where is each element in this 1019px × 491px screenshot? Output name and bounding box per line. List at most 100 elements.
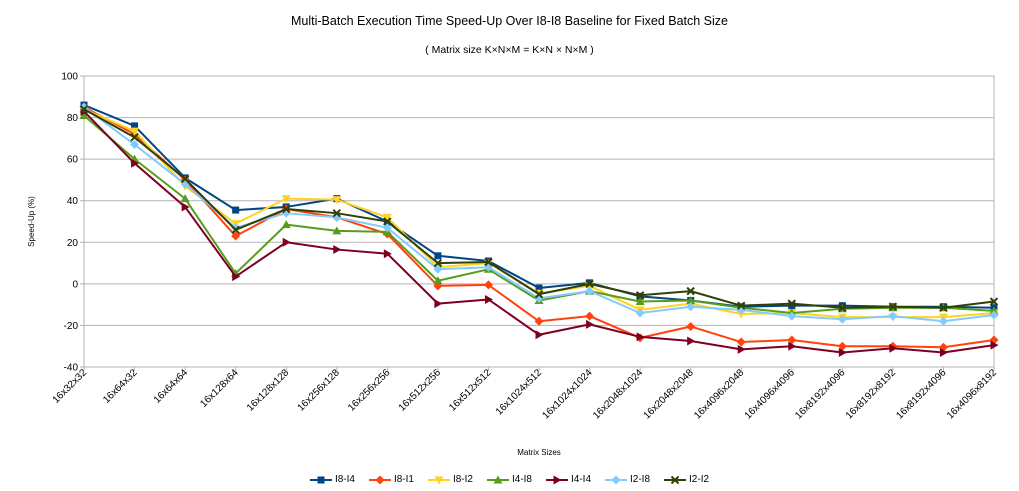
data-point-i8-i1: [534, 316, 544, 326]
data-point-i4-i4: [788, 341, 797, 351]
x-tick-label: 16x256x256: [346, 367, 393, 414]
data-point-i2-i2: [332, 208, 341, 218]
x-tick-label: 16x2048x2048: [642, 367, 696, 421]
data-point-i4-i4: [484, 294, 493, 304]
legend-item-i8-i4: I8-I4: [309, 474, 355, 485]
data-point-i2-i2: [888, 302, 898, 311]
data-point-i4-i4: [889, 343, 898, 353]
data-point-i2-i2: [737, 301, 746, 310]
data-point-i4-i8: [635, 297, 645, 306]
series-i4-i4: [80, 106, 999, 357]
legend-item-i8-i2: I8-I2: [427, 474, 473, 485]
data-point-i2-i2: [838, 303, 847, 312]
data-point-i4-i8: [686, 295, 696, 304]
data-point-i4-i8: [989, 306, 999, 315]
x-tick-label: 16x128x64: [198, 367, 241, 410]
x-tick-label: 16x4096x8192: [945, 367, 999, 421]
y-tick-label: 100: [61, 72, 78, 83]
series-i8-i1: [79, 102, 999, 352]
x-tick-label: 16x512x512: [447, 367, 494, 414]
data-point-i4-i4: [939, 347, 948, 357]
legend-label: I2-I2: [689, 474, 710, 485]
legend-item-i2-i2: I2-I2: [664, 474, 709, 485]
data-point-i4-i4: [383, 249, 392, 259]
x-tick-label: 16x8192x4096: [894, 367, 948, 421]
data-point-i4-i4: [232, 272, 241, 282]
x-tick-label: 16x1024x1024: [540, 367, 594, 421]
data-point-i8-i2: [281, 195, 291, 204]
series-i2-i2: [79, 105, 999, 312]
data-point-i8-i4: [232, 206, 240, 214]
data-point-i8-i1: [787, 335, 797, 345]
data-point-i8-i2: [382, 213, 392, 222]
data-point-i2-i2: [635, 291, 645, 300]
data-point-i2-i2: [534, 290, 544, 299]
y-tick-label: 0: [72, 279, 78, 290]
legend-swatch: [546, 475, 568, 484]
data-point-i8-i1: [686, 321, 696, 331]
data-point-i2-i8: [888, 311, 898, 321]
x-tick-label: 16x4096x2048: [692, 367, 746, 421]
x-tick-label: 16x2048x1024: [591, 367, 645, 421]
data-point-i4-i8: [332, 226, 342, 235]
series-line-i2-i2: [83, 108, 995, 309]
data-point-i8-i4: [535, 284, 543, 292]
data-point-i4-i4: [636, 332, 645, 342]
legend-swatch: [309, 476, 332, 483]
series-line-i8-i4: [83, 104, 995, 309]
legend-swatch: [427, 476, 450, 484]
data-point-i2-i2: [484, 257, 493, 267]
data-point-i2-i2: [989, 297, 999, 306]
data-point-i8-i1: [231, 231, 241, 241]
data-point-i8-i4: [788, 302, 796, 310]
chart-subtitle: ( Matrix size K×N×M = K×N × N×M ): [425, 44, 594, 56]
legend-item-i2-i8: I2-I8: [605, 474, 650, 485]
x-tick-label: 16x8192x4096: [793, 367, 847, 421]
data-point-i8-i1: [736, 337, 746, 347]
legend-swatch: [664, 475, 687, 484]
data-point-i2-i2: [686, 286, 695, 296]
legend-label: I8-I4: [334, 474, 355, 485]
legend-swatch: [486, 475, 509, 483]
data-point-i2-i8: [433, 264, 443, 274]
data-point-i4-i4: [838, 347, 847, 357]
y-tick-label: -20: [64, 321, 79, 332]
data-point-i4-i4: [737, 344, 746, 354]
data-point-i8-i4: [131, 122, 139, 130]
data-point-i2-i8: [231, 223, 241, 233]
data-point-i8-i1: [837, 341, 847, 351]
data-point-i2-i8: [382, 223, 392, 233]
legend-item-i4-i8: I4-I8: [486, 474, 532, 485]
data-point-i4-i8: [79, 110, 89, 119]
data-point-i2-i2: [180, 174, 190, 184]
data-point-i2-i2: [130, 133, 139, 142]
data-point-i2-i2: [787, 299, 796, 308]
data-point-i4-i8: [281, 220, 291, 229]
y-tick-label: 60: [67, 155, 79, 166]
x-tick-label: 16x4096x4096: [743, 367, 797, 421]
y-tick-label: 20: [67, 238, 79, 249]
data-point-i2-i8: [938, 316, 948, 326]
x-tick-label: 16x8192x8192: [844, 367, 898, 421]
data-point-i2-i8: [585, 286, 595, 296]
data-point-i2-i8: [686, 302, 696, 312]
data-point-i2-i2: [383, 217, 392, 226]
y-tick-label: 80: [67, 113, 79, 124]
data-point-i4-i4: [434, 299, 443, 309]
data-point-i2-i2: [939, 303, 948, 312]
data-point-i4-i4: [131, 158, 140, 168]
data-point-i2-i8: [787, 311, 797, 321]
data-point-i2-i8: [837, 314, 847, 324]
y-tick-label: -40: [64, 363, 79, 374]
data-point-i4-i4: [282, 237, 291, 247]
legend-label: I8-I1: [393, 474, 414, 485]
data-point-i8-i2: [736, 310, 746, 319]
x-tick-label: 16x128x128: [245, 367, 292, 414]
legend-label: I4-I4: [571, 474, 592, 485]
data-point-i8-i1: [585, 311, 595, 321]
y-axis-label: Speed-Up (%): [27, 196, 36, 247]
x-tick-label: 16x64x64: [152, 367, 191, 406]
chart-legend: I8-I4 I8-I1 I8-I2 I4-I8 I4-I4 I2-I8 I2-I2: [0, 474, 1019, 485]
data-point-i2-i8: [635, 308, 645, 318]
